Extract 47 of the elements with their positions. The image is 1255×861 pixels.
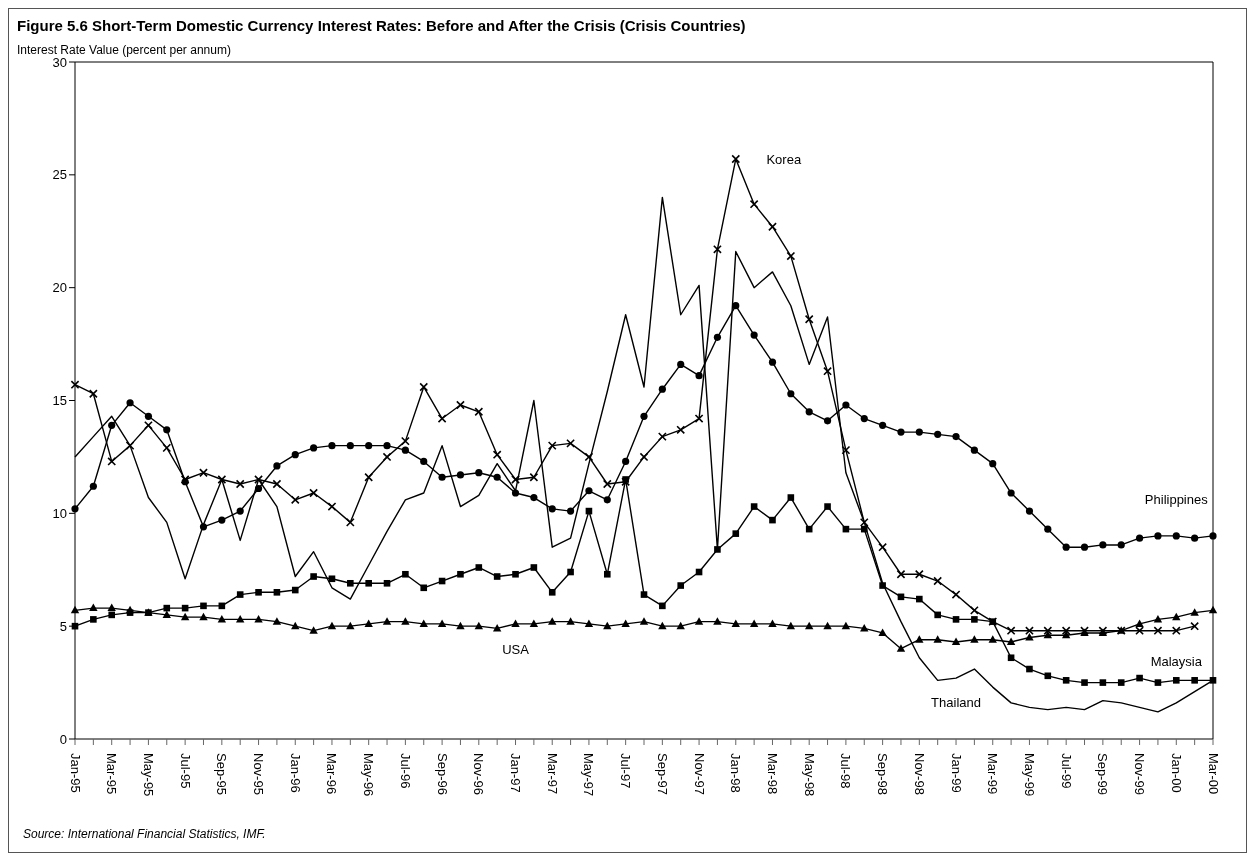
x-tick-label: Sep-95 <box>214 753 230 795</box>
x-tick-label: Sep-98 <box>875 753 891 795</box>
x-tick-label: Mar-96 <box>324 753 340 795</box>
x-tick-label: May-98 <box>801 753 817 797</box>
series-label: Malaysia <box>1150 653 1203 669</box>
x-tick-label: Jan-00 <box>1168 753 1184 793</box>
x-tick-label: Jan-98 <box>728 753 744 793</box>
x-tick-label: Mar-97 <box>544 753 560 795</box>
x-tick-label: Jul-95 <box>177 753 193 789</box>
x-tick-label: Mar-98 <box>764 753 780 795</box>
x-tick-label: Nov-95 <box>251 753 267 795</box>
y-tick-label: 10 <box>52 505 67 521</box>
x-tick-label: Jul-97 <box>618 753 634 789</box>
x-tick-label: Jul-99 <box>1058 753 1074 789</box>
x-tick-label: May-95 <box>140 753 156 797</box>
x-tick-label: Jan-95 <box>67 753 83 793</box>
x-tick-label: Jan-96 <box>287 753 303 793</box>
x-tick-label: Jul-98 <box>838 753 854 789</box>
y-tick-label: 5 <box>59 618 67 634</box>
x-tick-label: Sep-99 <box>1095 753 1111 795</box>
x-tick-label: Sep-96 <box>434 753 450 795</box>
x-tick-label: Nov-99 <box>1132 753 1148 795</box>
series-label: USA <box>502 642 530 658</box>
x-tick-label: Mar-99 <box>985 753 1001 795</box>
source-note: Source: International Financial Statistics, IMF. <box>23 827 266 841</box>
chart-title: Figure 5.6 Short-Term Domestic Currency Interest Rates: Before and After the Crisis (Crisis Countries) <box>17 17 746 34</box>
x-tick-label: Mar-00 <box>1205 753 1221 795</box>
x-tick-label: Mar-95 <box>104 753 120 795</box>
x-tick-label: May-99 <box>1021 753 1037 797</box>
series-label: Thailand <box>931 694 981 710</box>
x-tick-label: Nov-96 <box>471 753 487 795</box>
y-tick-label: 0 <box>59 731 67 747</box>
y-tick-label: 25 <box>52 167 67 183</box>
x-tick-label: Jul-96 <box>397 753 413 789</box>
series-label: Korea <box>766 151 802 167</box>
y-tick-label: 15 <box>52 393 67 409</box>
x-tick-label: Jan-99 <box>948 753 964 793</box>
series-label: Philippines <box>1144 492 1209 508</box>
y-axis-title: Interest Rate Value (percent per annum) <box>17 43 231 57</box>
x-tick-label: Nov-97 <box>691 753 707 795</box>
x-tick-label: Nov-98 <box>911 753 927 795</box>
x-tick-label: May-96 <box>361 753 377 797</box>
y-tick-label: 20 <box>52 280 67 296</box>
x-tick-label: Sep-97 <box>654 753 670 795</box>
y-tick-label: 30 <box>52 54 67 70</box>
x-tick-label: Jan-97 <box>508 753 524 793</box>
x-tick-label: May-97 <box>581 753 597 797</box>
